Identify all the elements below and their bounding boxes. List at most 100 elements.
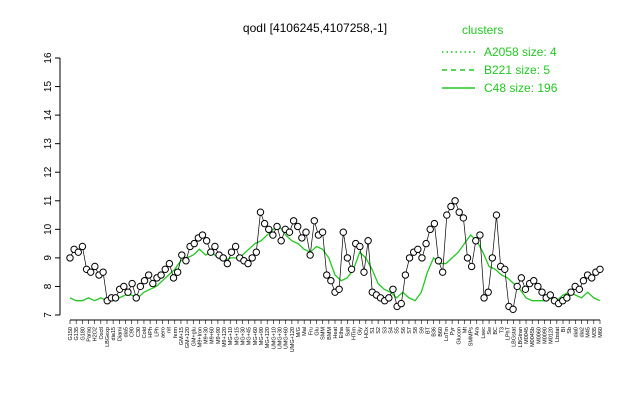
- y-tick-label: 16: [43, 52, 54, 64]
- data-point: [289, 217, 298, 225]
- x-tick-label: S1: [370, 327, 376, 334]
- x-tick-label: Sw: [487, 327, 493, 335]
- x-tick-label: H2O2: [93, 327, 99, 341]
- data-point: [488, 254, 497, 262]
- x-tick-label: T3: [499, 327, 505, 333]
- x-tick-label: LBGtran: [518, 327, 524, 347]
- x-tick-label: HOx: [364, 327, 370, 338]
- x-tick-label: HTim: [351, 327, 357, 340]
- data-point: [360, 268, 368, 276]
- data-point: [517, 274, 526, 282]
- x-tick-label: GM+glu: [191, 327, 197, 346]
- data-point: [302, 228, 310, 236]
- x-tick-label: M45: [586, 327, 592, 338]
- data-point: [405, 254, 414, 262]
- data-point: [144, 271, 153, 279]
- x-tick-label: LPhT: [506, 326, 512, 340]
- x-tick-label: MG+90: [259, 327, 265, 345]
- data-point: [492, 211, 501, 219]
- x-tick-label: Paraq: [86, 327, 92, 342]
- data-point: [273, 222, 281, 231]
- x-tick-label: M0120: [549, 327, 555, 344]
- x-tick-label: B36: [432, 327, 438, 337]
- x-tick-label: S4: [388, 327, 394, 334]
- data-point: [521, 285, 530, 293]
- x-tick-label: Lsec: [481, 327, 487, 339]
- x-tick-label: M0045: [524, 327, 530, 344]
- data-point: [252, 248, 261, 256]
- x-tick-label: LPh: [154, 327, 160, 337]
- data-point: [161, 265, 169, 274]
- x-tick-label: S9: [419, 327, 425, 334]
- x-tick-label: SMMPs: [469, 327, 475, 347]
- data-points: [66, 197, 604, 313]
- data-point: [459, 214, 468, 222]
- data-point: [356, 242, 364, 251]
- data-point: [285, 228, 294, 236]
- x-tick-label: dia0: [573, 327, 579, 337]
- x-tick-label: MG+120: [265, 327, 271, 348]
- data-point: [140, 277, 149, 285]
- x-tick-label: dia5: [123, 327, 129, 337]
- data-point: [149, 279, 157, 288]
- data-point: [443, 211, 451, 219]
- data-point: [476, 231, 484, 239]
- data-point: [91, 262, 99, 271]
- legend: clusters A2058 size: 4 B221 size: 5 C48 si…: [442, 23, 558, 95]
- x-tick-label: B60: [438, 327, 444, 337]
- x-tick-label: Ara: [475, 326, 481, 336]
- data-point: [538, 288, 546, 296]
- data-point: [277, 237, 285, 245]
- data-point: [463, 254, 472, 262]
- x-tick-label: GM+120: [185, 327, 191, 348]
- x-tick-label: Fru: [308, 327, 314, 335]
- data-point: [447, 202, 455, 211]
- x-tick-label: ferm: [173, 327, 179, 338]
- x-tick-label: Heat: [333, 327, 339, 339]
- data-point: [323, 271, 331, 279]
- y-tick-label: 8: [43, 283, 54, 289]
- x-tick-label: Cold: [142, 327, 148, 338]
- x-tick-label: S6: [401, 327, 407, 334]
- data-point: [128, 279, 136, 288]
- x-tick-label: Glu: [315, 327, 321, 336]
- x-tick-label: M9+Iron: [197, 327, 203, 347]
- x-tick-label: SMM: [321, 327, 327, 340]
- data-point: [256, 208, 265, 216]
- data-point: [87, 268, 95, 276]
- data-point: [318, 228, 327, 236]
- data-point: [124, 288, 132, 296]
- data-point: [244, 259, 252, 268]
- data-point: [480, 294, 488, 302]
- data-point: [430, 219, 439, 228]
- x-tick-label: Lbstat: [555, 327, 561, 342]
- data-point: [414, 245, 422, 254]
- x-tick-label: G135: [74, 327, 80, 340]
- x-tick-label: M9+30: [204, 327, 210, 344]
- x-tick-label: UMG+60: [284, 327, 290, 349]
- data-point: [294, 222, 302, 231]
- data-point: [343, 254, 352, 262]
- x-tick-label: M0090: [543, 327, 549, 344]
- x-tick-label: UMG+10: [271, 327, 277, 349]
- x-tick-label: Gly: [358, 327, 364, 336]
- data-point: [165, 259, 174, 268]
- data-point: [434, 257, 443, 265]
- data-point: [169, 274, 178, 282]
- data-point: [111, 294, 120, 302]
- x-tick-label: Salt: [345, 327, 351, 337]
- data-point: [223, 259, 232, 268]
- x-tick-label: BMM: [327, 327, 333, 340]
- data-point: [513, 282, 521, 291]
- x-tick-label: S8: [413, 327, 419, 334]
- data-point: [397, 299, 405, 308]
- data-point: [389, 285, 397, 293]
- series-lines: [69, 225, 601, 302]
- x-tick-label: UMG+120: [290, 327, 296, 352]
- data-point: [438, 268, 447, 276]
- x-tick-label: M9+60: [210, 327, 216, 344]
- x-axis: G150 G135 G180 Paraq H2O2 Oxctl LBGexp dia15 Dia…: [68, 319, 604, 352]
- x-tick-label: S2: [376, 327, 382, 334]
- data-point: [467, 262, 476, 271]
